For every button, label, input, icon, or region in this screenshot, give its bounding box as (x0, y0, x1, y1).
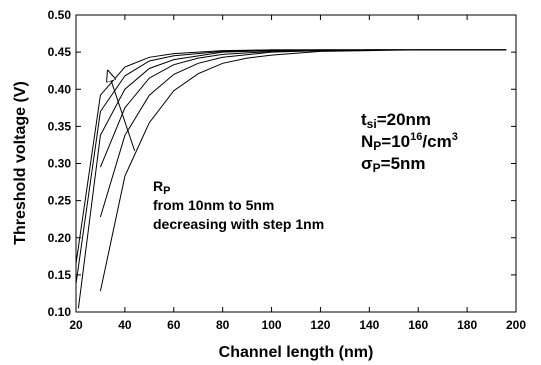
x-tick-label: 180 (457, 318, 477, 332)
x-axis-title: Channel length (nm) (219, 344, 374, 361)
y-tick-label: 0.40 (48, 82, 72, 96)
y-tick-label: 0.25 (48, 194, 72, 208)
x-tick-label: 120 (310, 318, 330, 332)
series-line-6 (99, 49, 507, 292)
annotation-arrow (108, 71, 136, 152)
x-tick-label: 80 (216, 318, 230, 332)
y-tick-label: 0.35 (48, 119, 72, 133)
x-tick-label: 160 (408, 318, 428, 332)
y-axis-title: Threshold voltage (V) (12, 81, 29, 245)
y-tick-label: 0.20 (48, 231, 72, 245)
x-tick-label: 60 (167, 318, 181, 332)
annotation-rp-range: from 10nm to 5nm (153, 197, 274, 213)
axis-tick-labels: 20 40 60 80 100 120 140 160 180 200 0.10 0.15 0.20 0.… (48, 8, 527, 332)
y-tick-label: 0.30 (48, 157, 72, 171)
annotation-rp: RP (153, 178, 170, 197)
x-tick-label: 200 (506, 318, 526, 332)
y-tick-label: 0.15 (48, 268, 72, 282)
annotation-np: NP=1016/cm3 (361, 131, 458, 153)
x-tick-label: 20 (69, 318, 83, 332)
y-tick-label: 0.45 (48, 45, 72, 59)
plot-frame (75, 14, 517, 313)
y-tick-label: 0.10 (48, 305, 72, 319)
series-lines (75, 49, 507, 309)
axis-ticks (75, 14, 517, 313)
x-tick-label: 140 (359, 318, 379, 332)
x-tick-label: 40 (118, 318, 132, 332)
x-tick-label: 100 (262, 318, 282, 332)
annotation-tsi: tsi=20nm (361, 110, 431, 131)
annotation-rp-step: decreasing with step 1nm (153, 216, 324, 232)
annotation-sigma: σP=5nm (361, 154, 426, 175)
y-tick-label: 0.50 (48, 8, 72, 22)
